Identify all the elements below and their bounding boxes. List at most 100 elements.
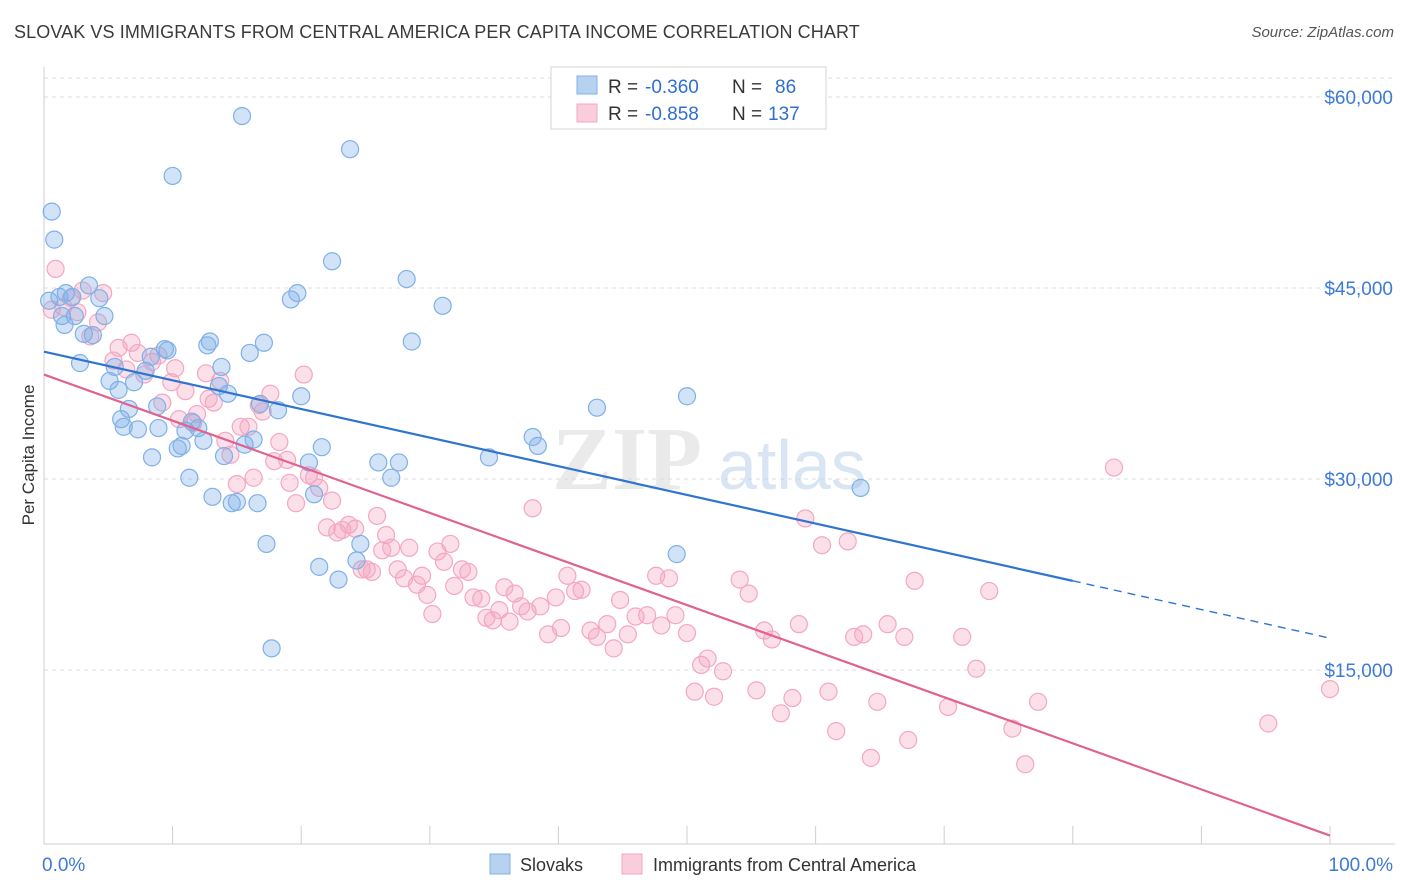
central-america-point [445, 576, 464, 596]
slovak-point [63, 287, 82, 307]
slovak-point [40, 291, 59, 310]
slovak-point [214, 446, 234, 466]
slovak-point [304, 485, 324, 504]
central-america-point [698, 649, 717, 668]
slovak-point [142, 448, 162, 467]
central-america-point [441, 534, 460, 554]
slovak-point [212, 357, 231, 377]
central-america-point [638, 606, 657, 625]
central-america-point [317, 518, 337, 537]
central-america-point [878, 615, 897, 634]
watermark: ZIP atlas [552, 410, 866, 509]
central-america-point [598, 615, 617, 634]
slovak-point [347, 551, 366, 570]
central-america-point [346, 519, 365, 538]
slovak-point [254, 333, 274, 352]
slovak-point [288, 283, 307, 303]
central-america-point [523, 499, 542, 518]
central-america-point [551, 618, 571, 638]
legend-swatch-central-america [576, 103, 598, 123]
central-america-point [472, 589, 491, 608]
central-america-point [367, 506, 387, 526]
slovak-point [79, 276, 99, 295]
chart-title: SLOVAK VS IMMIGRANTS FROM CENTRAL AMERIC… [14, 22, 860, 42]
x-tick-label: 0.0% [42, 855, 85, 876]
chart-source: Source: ZipAtlas.com [1251, 24, 1394, 41]
x-tick-label: 100.0% [1329, 855, 1394, 876]
slovak-point [433, 296, 452, 315]
slovak-point [523, 427, 542, 447]
grid-lines [44, 77, 1395, 671]
central-america-point [423, 604, 442, 624]
central-america-point [244, 468, 263, 487]
central-america-point [286, 494, 306, 513]
legend-r-value: -0.858 [645, 104, 699, 125]
series-slovaks-points [40, 106, 870, 658]
axes [43, 67, 1395, 845]
central-america-point [854, 625, 873, 644]
central-america-point [495, 578, 514, 597]
central-america-point [459, 562, 478, 582]
slovak-point [340, 140, 360, 159]
slovak-point [369, 453, 388, 472]
central-america-point [730, 570, 749, 589]
central-america-point [500, 612, 519, 631]
central-america-point [418, 585, 437, 604]
slovak-point [244, 430, 263, 449]
central-america-point [838, 532, 857, 551]
slovaks-trend-extension [1072, 580, 1331, 639]
slovak-point [70, 354, 90, 373]
slovak-point [479, 448, 499, 467]
slovak-point [667, 545, 686, 564]
slovak-point [180, 468, 199, 487]
central-america-point [796, 509, 815, 528]
central-america-point [216, 431, 235, 450]
central-america-point [294, 365, 313, 384]
slovak-point [95, 306, 114, 326]
central-america-point [666, 606, 685, 625]
watermark-atlas: atlas [718, 426, 866, 504]
bottom-legend-swatch-central-america [621, 853, 643, 875]
slovak-point [389, 453, 409, 472]
y-tick-label: $45,000 [1324, 279, 1393, 300]
slovak-point [83, 326, 102, 345]
legend-r-label: R = [608, 77, 638, 98]
slovak-point [90, 289, 109, 308]
trend-lines [43, 350, 1331, 837]
legend-n-value: 137 [768, 104, 800, 125]
top-legend: R = -0.360 N = 86 R = -0.858 N = 137 [550, 66, 827, 130]
central-america-point [1104, 458, 1124, 477]
central-america-point [587, 627, 607, 646]
slovak-point [163, 166, 182, 186]
central-america-point [122, 333, 141, 352]
central-america-point [196, 364, 216, 383]
slovak-point [351, 534, 370, 554]
central-america-point [626, 607, 645, 626]
slovak-point [232, 106, 252, 126]
slovak-point [268, 401, 288, 420]
slovak-point [262, 639, 281, 658]
central-america-point [221, 445, 240, 464]
legend-r-label: R = [608, 104, 638, 125]
central-america-point [659, 569, 679, 588]
slovak-point [322, 252, 342, 271]
central-america-point [652, 616, 671, 635]
central-america-point [789, 615, 808, 634]
central-america-point [362, 562, 382, 582]
central-america-point [953, 627, 972, 646]
slovak-point [109, 380, 128, 399]
central-america-point [464, 588, 483, 607]
y-tick-label: $30,000 [1324, 470, 1393, 491]
slovak-point [402, 332, 421, 351]
slovak-point [257, 534, 276, 554]
central-america-point [905, 571, 924, 590]
slovak-point [141, 347, 160, 366]
central-america-point [980, 581, 999, 601]
legend-r-value: -0.360 [645, 77, 699, 98]
slovaks-trend-line [43, 350, 1074, 582]
central-america-point [204, 393, 223, 412]
central-america-point [166, 359, 185, 378]
slovak-point [329, 570, 348, 589]
central-america-point [611, 590, 630, 610]
central-america-point [812, 536, 832, 555]
